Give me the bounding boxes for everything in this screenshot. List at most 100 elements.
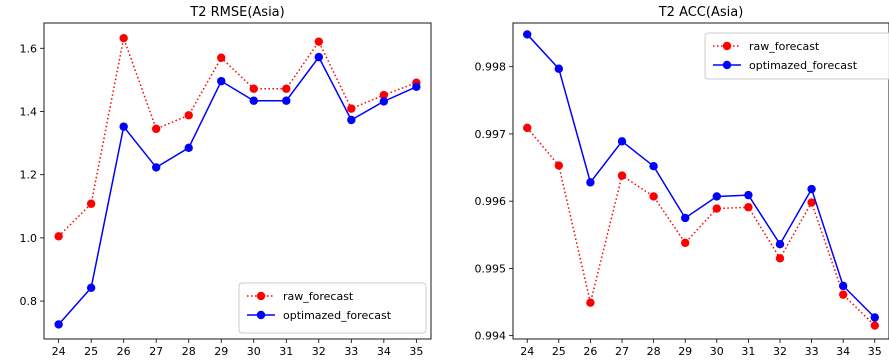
data-point-raw_forecast	[151, 124, 161, 134]
data-point-optimazed_forecast	[217, 76, 226, 86]
data-point-raw_forecast	[775, 254, 785, 263]
data-point-optimazed_forecast	[586, 178, 595, 187]
data-point-raw_forecast	[54, 232, 63, 241]
data-point-raw_forecast	[217, 53, 226, 62]
data-point-raw_forecast	[119, 33, 128, 43]
data-point-raw_forecast	[379, 90, 389, 100]
x-tick-label: 34	[377, 345, 391, 358]
series-line-raw_forecast	[58, 35, 417, 237]
series-line-raw_forecast	[526, 127, 876, 327]
data-point-optimazed_forecast	[870, 313, 879, 322]
data-point-optimazed_forecast	[119, 122, 128, 131]
legend: raw_forecast optimazed_forecast	[704, 32, 889, 80]
data-point-optimazed_forecast	[807, 184, 816, 194]
series-line-optimazed_forecast	[526, 33, 876, 319]
x-tick-label: 32	[773, 345, 787, 358]
x-tick-label: 29	[678, 345, 692, 358]
legend-label: optimazed_forecast	[749, 59, 858, 72]
x-tick-label: 35	[868, 345, 882, 358]
y-tick-label: 1.6	[20, 42, 38, 55]
legend-marker	[722, 41, 732, 51]
legend-label: optimazed_forecast	[283, 309, 392, 322]
data-point-raw_forecast	[617, 171, 627, 180]
x-tick-label: 26	[117, 345, 131, 358]
data-point-optimazed_forecast	[838, 281, 848, 291]
y-tick-label: 0.994	[475, 330, 507, 343]
legend-label: raw_forecast	[283, 290, 354, 303]
data-point-optimazed_forecast	[775, 240, 785, 249]
y-tick-label: 0.995	[475, 262, 507, 275]
data-point-raw_forecast	[649, 192, 658, 201]
x-tick-label: 32	[312, 345, 326, 358]
x-tick-label: 24	[52, 345, 66, 358]
x-tick-label: 26	[583, 345, 597, 358]
legend-box	[704, 32, 889, 80]
plot-frame	[512, 22, 889, 340]
x-tick-label: 29	[214, 345, 228, 358]
data-point-optimazed_forecast	[347, 115, 356, 125]
data-point-raw_forecast	[282, 84, 291, 93]
y-tick-label: 1.4	[20, 105, 38, 118]
data-point-raw_forecast	[744, 203, 753, 212]
data-point-optimazed_forecast	[649, 162, 658, 171]
data-point-raw_forecast	[870, 321, 879, 330]
data-point-optimazed_forecast	[249, 96, 258, 105]
y-tick-label: 0.996	[475, 195, 507, 208]
data-point-raw_forecast	[807, 198, 816, 207]
data-point-raw_forecast	[314, 37, 324, 46]
legend-marker	[722, 60, 732, 70]
y-tick-label: 1.2	[20, 169, 38, 182]
legend-marker	[256, 310, 266, 320]
data-point-raw_forecast	[586, 298, 595, 307]
legend: raw_forecast optimazed_forecast	[238, 282, 427, 334]
chart-title: T2 ACC(Asia)	[658, 5, 744, 20]
x-tick-label: 33	[805, 345, 819, 358]
y-tick-label: 1.0	[20, 232, 38, 245]
data-point-optimazed_forecast	[523, 30, 532, 39]
data-point-optimazed_forecast	[282, 96, 291, 105]
data-point-optimazed_forecast	[554, 64, 564, 73]
x-tick-label: 28	[182, 345, 196, 358]
rmse-chart: T2 RMSE(Asia) 24 25 26 27 28 29 30 31 32 33 34 35 0.8…	[20, 5, 432, 358]
data-point-optimazed_forecast	[314, 52, 324, 62]
data-point-optimazed_forecast	[412, 82, 421, 92]
x-tick-label: 28	[647, 345, 661, 358]
x-tick-label: 25	[84, 345, 98, 358]
x-tick-label: 31	[279, 345, 293, 358]
data-point-optimazed_forecast	[744, 190, 753, 200]
data-point-raw_forecast	[86, 199, 96, 208]
data-point-raw_forecast	[712, 204, 721, 213]
x-tick-label: 25	[552, 345, 566, 358]
x-tick-label: 31	[741, 345, 755, 358]
x-tick-label: 27	[149, 345, 163, 358]
data-point-optimazed_forecast	[712, 192, 721, 201]
chart-title: T2 RMSE(Asia)	[189, 5, 284, 20]
plot-area	[523, 30, 879, 330]
plot-area	[54, 33, 421, 329]
legend-label: raw_forecast	[749, 40, 820, 53]
x-tick-label: 27	[615, 345, 629, 358]
acc-chart: T2 ACC(Asia) 24 25 26 27 28 29 30 31 32 33 34 35 0.99…	[475, 5, 889, 358]
data-point-optimazed_forecast	[86, 283, 96, 293]
data-point-optimazed_forecast	[54, 320, 63, 329]
data-point-raw_forecast	[347, 104, 356, 113]
x-tick-label: 30	[710, 345, 724, 358]
plot-frame	[43, 22, 432, 340]
data-point-optimazed_forecast	[681, 213, 690, 223]
x-tick-label: 34	[836, 345, 850, 358]
legend-marker	[256, 291, 266, 301]
y-tick-label: 0.997	[475, 128, 507, 141]
data-point-raw_forecast	[838, 290, 848, 299]
data-point-raw_forecast	[523, 123, 532, 133]
y-tick-label: 0.8	[20, 295, 38, 308]
x-tick-label: 30	[247, 345, 261, 358]
data-point-optimazed_forecast	[184, 143, 193, 153]
y-tick-label: 0.998	[475, 61, 507, 74]
series-line-optimazed_forecast	[58, 55, 417, 325]
x-tick-label: 33	[344, 345, 358, 358]
data-point-optimazed_forecast	[151, 163, 161, 172]
data-point-raw_forecast	[554, 161, 564, 170]
data-point-raw_forecast	[249, 84, 258, 93]
data-point-optimazed_forecast	[379, 97, 389, 106]
